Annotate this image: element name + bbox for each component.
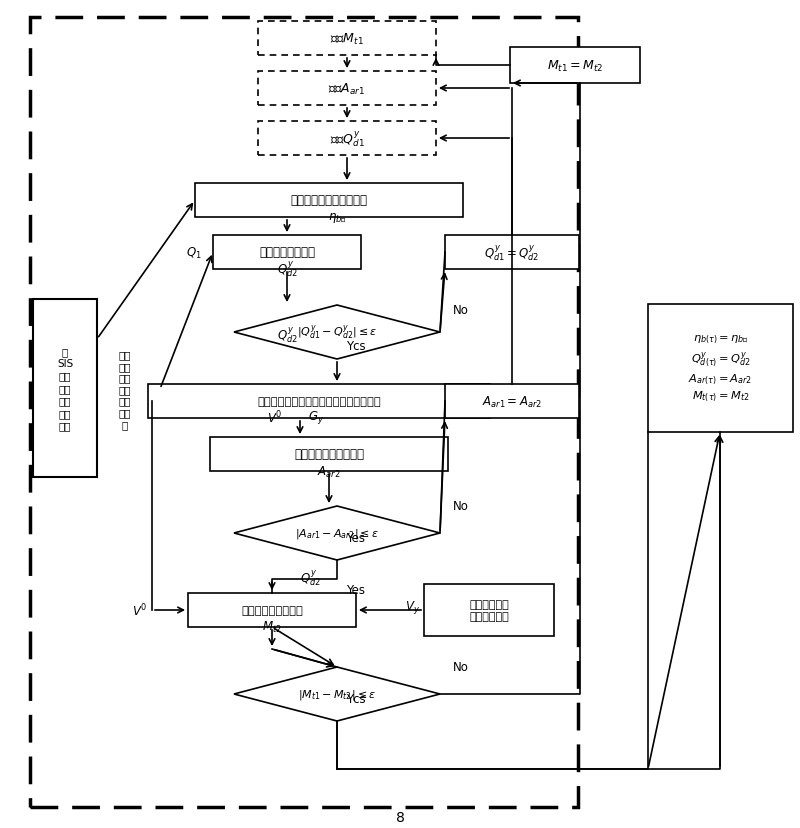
Bar [148,384,490,418]
Text: $M_{t1} = M_{t2}$: $M_{t1} = M_{t2}$ [547,59,603,74]
Polygon shape [234,306,440,359]
Bar [33,300,97,478]
Text: 实际烟气容积
简化计算模型: 实际烟气容积 简化计算模型 [469,599,509,622]
Text: 假定$M_{t1}$: 假定$M_{t1}$ [330,31,364,46]
Text: $Q_1$: $Q_1$ [186,245,202,260]
Text: $|A_{ar1} - A_{ar2}| \leq \varepsilon$: $|A_{ar1} - A_{ar2}| \leq \varepsilon$ [295,527,379,541]
Bar [445,384,579,418]
Text: 8: 8 [395,810,405,824]
Bar [258,22,436,56]
Bar [445,236,579,270]
Text: $A_{ar2}$: $A_{ar2}$ [318,464,341,479]
Bar [195,184,463,218]
Text: 实际烟气质量计算模型: 实际烟气质量计算模型 [294,448,364,461]
Text: Ycs: Ycs [346,693,366,705]
Text: $\eta_{b反}$: $\eta_{b反}$ [327,211,346,224]
Bar [188,594,356,628]
Text: 从
SIS
的实
时数
据库
读取
参数: 从 SIS 的实 时数 据库 读取 参数 [57,346,73,431]
Text: $A_{ar1} = A_{ar2}$: $A_{ar1} = A_{ar2}$ [482,394,542,409]
Text: $|M_{t1} - M_{t2}| \leq \varepsilon$: $|M_{t1} - M_{t2}| \leq \varepsilon$ [298,687,376,701]
Text: No: No [453,500,469,513]
Text: 干空气量和实际烟气质量的简化计算模型: 干空气量和实际烟气质量的简化计算模型 [257,397,381,407]
Text: 假定$Q_{d1}^y$: 假定$Q_{d1}^y$ [330,129,365,149]
Text: $|Q_{d1}^y - Q_{d2}^y| \leq \varepsilon$: $|Q_{d1}^y - Q_{d2}^y| \leq \varepsilon$ [297,324,377,342]
Text: $V_y$: $V_y$ [405,599,420,616]
Text: $Q_{d1}^y = Q_{d2}^y$: $Q_{d1}^y = Q_{d2}^y$ [484,243,540,262]
Text: $Q_{d2}^y$: $Q_{d2}^y$ [299,567,321,587]
Text: $V^0$: $V^0$ [267,409,282,426]
Text: No: No [453,661,469,674]
Text: $Q_{d2}^y$: $Q_{d2}^y$ [277,259,298,278]
Text: $V^0$: $V^0$ [133,602,148,619]
Bar [510,48,640,84]
Text: $M_{t2}$: $M_{t2}$ [262,619,282,633]
Polygon shape [234,507,440,561]
Text: $G_y$: $G_y$ [308,409,324,426]
Text: No: No [453,303,469,316]
Bar [30,18,578,807]
Bar [648,305,793,432]
Text: 利用
参数
计算
锅炉
有效
利用
热: 利用 参数 计算 锅炉 有效 利用 热 [118,349,131,429]
Text: 实用烟气量计算模型: 实用烟气量计算模型 [241,605,303,615]
Text: 改进的反平衡热效率模型: 改进的反平衡热效率模型 [290,195,367,207]
Text: 假定$A_{ar1}$: 假定$A_{ar1}$ [329,81,366,96]
Text: $\eta_{b(\tau)} = \eta_{b反}$
$Q_{d(\tau)}^y = Q_{d2}^y$
$A_{ar(\tau)} = A_{ar2}$: $\eta_{b(\tau)} = \eta_{b反}$ $Q_{d(\tau)… [689,333,753,404]
Bar [258,122,436,156]
Text: 正平衡热效率模型: 正平衡热效率模型 [259,246,315,259]
Bar [210,437,448,471]
Text: Yes: Yes [346,583,365,596]
Text: Yes: Yes [346,531,365,544]
Bar [258,72,436,106]
Bar [213,236,361,270]
Polygon shape [234,667,440,721]
Text: $Q_{d2}^y$: $Q_{d2}^y$ [277,325,298,344]
Text: Ycs: Ycs [346,339,366,352]
Bar [424,585,554,636]
